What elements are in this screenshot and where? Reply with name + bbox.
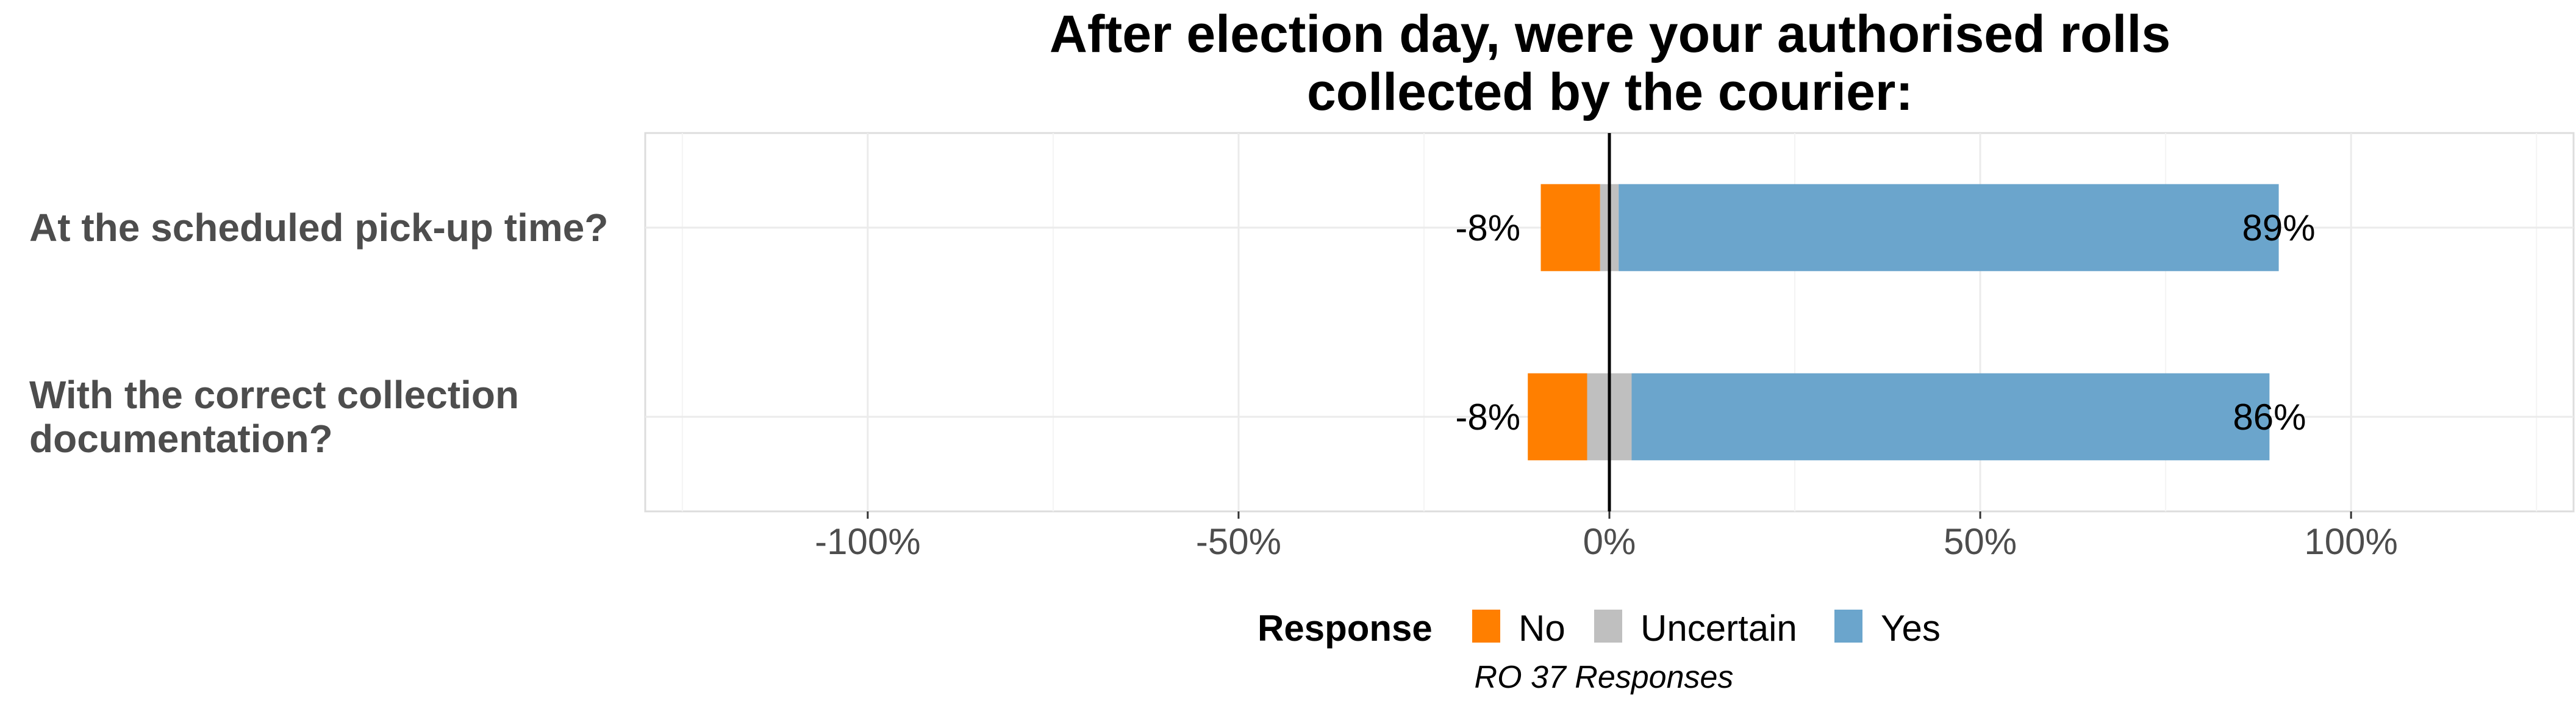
caption: RO 37 Responses xyxy=(1475,660,1734,695)
x-tick-label: -50% xyxy=(1196,521,1281,562)
category-label: At the scheduled pick-up time? xyxy=(29,206,608,250)
data-label-no: -8% xyxy=(1455,397,1520,438)
legend-key-uncertain xyxy=(1594,610,1622,643)
bar-yes xyxy=(1631,373,2270,461)
x-tick-label: 0% xyxy=(1583,521,1636,562)
x-axis-ticks-group: -100% -50% 0% 50% 100% xyxy=(815,511,2398,562)
legend-label: Uncertain xyxy=(1640,608,1797,649)
x-tick-label: 100% xyxy=(2304,521,2397,562)
legend-title: Response xyxy=(1258,608,1433,649)
bar-no xyxy=(1540,184,1600,272)
legend-key-yes xyxy=(1834,610,1862,643)
data-labels-group: -8% 89% -8% 86% xyxy=(1455,207,2315,438)
legend-label: Yes xyxy=(1881,608,1941,649)
x-tick-label: 50% xyxy=(1944,521,2017,562)
bar-yes xyxy=(1619,184,2279,272)
chart-title-line-2: collected by the courier: xyxy=(1307,63,1913,121)
x-tick-label: -100% xyxy=(815,521,920,562)
data-label-no: -8% xyxy=(1455,207,1520,248)
category-label: documentation? xyxy=(29,417,333,461)
data-label-yes: 89% xyxy=(2242,207,2316,248)
bar-no xyxy=(1528,373,1587,461)
data-label-yes: 86% xyxy=(2233,397,2306,438)
bars-group xyxy=(1528,184,2279,461)
category-label: With the correct collection xyxy=(29,373,519,417)
category-labels-group: At the scheduled pick-up time? With the c… xyxy=(29,206,608,461)
legend-key-no xyxy=(1472,610,1500,643)
legend-label: No xyxy=(1519,608,1565,649)
chart-title-line-1: After election day, were your authorised… xyxy=(1050,5,2170,63)
legend: Response No Uncertain Yes xyxy=(1258,608,1941,649)
